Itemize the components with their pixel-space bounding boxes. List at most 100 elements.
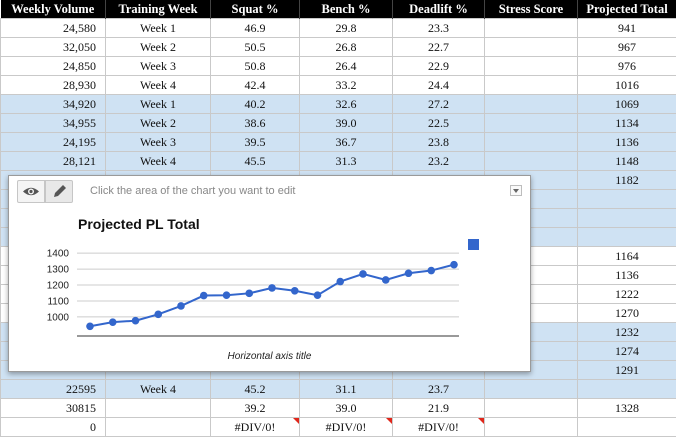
cell-training-week[interactable]: Week 2 <box>106 114 211 133</box>
cell-squat-pct[interactable]: 45.2 <box>211 380 300 399</box>
cell-squat-pct[interactable]: #DIV/0! <box>211 418 300 437</box>
cell-projected-total[interactable]: 1222 <box>578 285 676 304</box>
cell-deadlift-pct[interactable]: 23.8 <box>393 133 485 152</box>
x-axis-title[interactable]: Horizontal axis title <box>9 351 530 362</box>
cell-bench-pct[interactable]: 39.0 <box>300 399 393 418</box>
cell-bench-pct[interactable]: 29.8 <box>300 19 393 38</box>
header-bench-pct[interactable]: Bench % <box>300 0 393 19</box>
cell-squat-pct[interactable]: 50.5 <box>211 38 300 57</box>
cell-squat-pct[interactable]: 42.4 <box>211 76 300 95</box>
header-squat-pct[interactable]: Squat % <box>211 0 300 19</box>
data-point[interactable] <box>86 322 94 330</box>
cell-deadlift-pct[interactable]: #DIV/0! <box>393 418 485 437</box>
header-weekly-volume[interactable]: Weekly Volume <box>1 0 106 19</box>
cell-training-week[interactable]: Week 3 <box>106 133 211 152</box>
cell-bench-pct[interactable]: 31.1 <box>300 380 393 399</box>
cell-weekly-volume[interactable]: 0 <box>1 418 106 437</box>
cell-projected-total[interactable]: 1164 <box>578 247 676 266</box>
cell-projected-total[interactable]: 1148 <box>578 152 676 171</box>
cell-weekly-volume[interactable]: 22595 <box>1 380 106 399</box>
cell-projected-total[interactable]: 1182 <box>578 171 676 190</box>
cell-projected-total[interactable] <box>578 418 676 437</box>
cell-training-week[interactable]: Week 1 <box>106 19 211 38</box>
cell-bench-pct[interactable]: 32.6 <box>300 95 393 114</box>
cell-projected-total[interactable]: 1069 <box>578 95 676 114</box>
cell-stress-score[interactable] <box>485 57 578 76</box>
cell-stress-score[interactable] <box>485 114 578 133</box>
header-stress-score[interactable]: Stress Score <box>485 0 578 19</box>
chart-editor-panel[interactable]: Click the area of the chart you want to … <box>8 175 531 372</box>
header-deadlift-pct[interactable]: Deadlift % <box>393 0 485 19</box>
cell-weekly-volume[interactable]: 30815 <box>1 399 106 418</box>
cell-stress-score[interactable] <box>485 133 578 152</box>
cell-weekly-volume[interactable]: 24,580 <box>1 19 106 38</box>
cell-deadlift-pct[interactable]: 23.7 <box>393 380 485 399</box>
cell-bench-pct[interactable]: 33.2 <box>300 76 393 95</box>
cell-deadlift-pct[interactable]: 21.9 <box>393 399 485 418</box>
cell-squat-pct[interactable]: 45.5 <box>211 152 300 171</box>
cell-deadlift-pct[interactable]: 22.5 <box>393 114 485 133</box>
cell-projected-total[interactable]: 1328 <box>578 399 676 418</box>
cell-stress-score[interactable] <box>485 19 578 38</box>
cell-squat-pct[interactable]: 40.2 <box>211 95 300 114</box>
data-point[interactable] <box>427 267 435 275</box>
cell-projected-total[interactable]: 1134 <box>578 114 676 133</box>
data-point[interactable] <box>268 284 276 292</box>
cell-weekly-volume[interactable]: 34,955 <box>1 114 106 133</box>
cell-bench-pct[interactable]: 31.3 <box>300 152 393 171</box>
cell-projected-total[interactable]: 941 <box>578 19 676 38</box>
cell-bench-pct[interactable]: 36.7 <box>300 133 393 152</box>
cell-projected-total[interactable]: 1016 <box>578 76 676 95</box>
cell-weekly-volume[interactable]: 34,920 <box>1 95 106 114</box>
data-point[interactable] <box>291 287 299 295</box>
cell-deadlift-pct[interactable]: 24.4 <box>393 76 485 95</box>
data-point[interactable] <box>405 269 413 277</box>
cell-stress-score[interactable] <box>485 152 578 171</box>
cell-bench-pct[interactable]: #DIV/0! <box>300 418 393 437</box>
cell-training-week[interactable]: Week 4 <box>106 76 211 95</box>
cell-training-week[interactable]: Week 4 <box>106 380 211 399</box>
cell-weekly-volume[interactable]: 32,050 <box>1 38 106 57</box>
cell-deadlift-pct[interactable]: 27.2 <box>393 95 485 114</box>
cell-bench-pct[interactable]: 26.4 <box>300 57 393 76</box>
cell-projected-total[interactable] <box>578 228 676 247</box>
cell-bench-pct[interactable]: 26.8 <box>300 38 393 57</box>
cell-projected-total[interactable]: 1136 <box>578 266 676 285</box>
cell-stress-score[interactable] <box>485 38 578 57</box>
cell-stress-score[interactable] <box>485 380 578 399</box>
data-point[interactable] <box>359 270 367 278</box>
cell-projected-total[interactable]: 976 <box>578 57 676 76</box>
cell-projected-total[interactable]: 1291 <box>578 361 676 380</box>
data-point[interactable] <box>132 317 140 325</box>
data-point[interactable] <box>450 261 458 269</box>
data-point[interactable] <box>200 292 208 300</box>
data-point[interactable] <box>177 302 185 310</box>
cell-training-week[interactable] <box>106 418 211 437</box>
cell-stress-score[interactable] <box>485 95 578 114</box>
cell-training-week[interactable]: Week 4 <box>106 152 211 171</box>
cell-weekly-volume[interactable]: 24,850 <box>1 57 106 76</box>
cell-squat-pct[interactable]: 39.5 <box>211 133 300 152</box>
cell-training-week[interactable] <box>106 399 211 418</box>
cell-squat-pct[interactable]: 39.2 <box>211 399 300 418</box>
cell-training-week[interactable]: Week 1 <box>106 95 211 114</box>
cell-squat-pct[interactable]: 38.6 <box>211 114 300 133</box>
header-training-week[interactable]: Training Week <box>106 0 211 19</box>
data-point[interactable] <box>314 291 322 299</box>
cell-bench-pct[interactable]: 39.0 <box>300 114 393 133</box>
cell-deadlift-pct[interactable]: 23.3 <box>393 19 485 38</box>
data-point[interactable] <box>109 318 117 326</box>
cell-deadlift-pct[interactable]: 23.2 <box>393 152 485 171</box>
cell-projected-total[interactable] <box>578 190 676 209</box>
cell-projected-total[interactable]: 1136 <box>578 133 676 152</box>
data-point[interactable] <box>382 276 390 284</box>
cell-deadlift-pct[interactable]: 22.7 <box>393 38 485 57</box>
cell-training-week[interactable]: Week 2 <box>106 38 211 57</box>
data-point[interactable] <box>336 278 344 286</box>
cell-projected-total[interactable]: 967 <box>578 38 676 57</box>
cell-training-week[interactable]: Week 3 <box>106 57 211 76</box>
header-projected-total[interactable]: Projected Total <box>578 0 676 19</box>
cell-stress-score[interactable] <box>485 76 578 95</box>
cell-squat-pct[interactable]: 46.9 <box>211 19 300 38</box>
